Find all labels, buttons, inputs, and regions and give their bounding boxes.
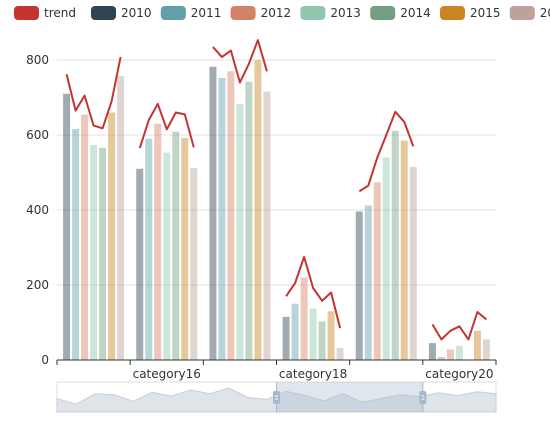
legend-swatch xyxy=(14,6,39,20)
y-tick-label: 200 xyxy=(26,278,49,292)
legend-swatch xyxy=(91,6,116,20)
bar[interactable] xyxy=(291,303,299,360)
bar[interactable] xyxy=(63,93,71,360)
trend-line[interactable] xyxy=(285,255,342,329)
trend-line[interactable] xyxy=(431,311,488,341)
bar[interactable] xyxy=(90,145,98,360)
bar[interactable] xyxy=(364,205,372,361)
x-tick-label: category16 xyxy=(133,367,201,381)
axes: 0 200 400 600 800 category16 category18 categor… xyxy=(26,53,497,381)
legend-item[interactable]: 2015 xyxy=(440,6,501,20)
bar[interactable] xyxy=(154,123,162,360)
grid-lines xyxy=(57,59,496,286)
bar[interactable] xyxy=(99,147,107,360)
trend-line[interactable] xyxy=(358,110,415,193)
bar[interactable] xyxy=(218,78,226,360)
legend-item[interactable]: 2011 xyxy=(160,6,222,20)
y-tick-label: 0 xyxy=(41,353,49,367)
legend: trend 2010 2011 2012 2013 2014 2015 2016 xyxy=(14,6,550,20)
bar[interactable] xyxy=(245,81,253,360)
bar[interactable] xyxy=(117,76,125,360)
bar[interactable] xyxy=(391,130,399,360)
trend-line[interactable] xyxy=(65,56,122,130)
bar[interactable] xyxy=(318,321,326,360)
bar[interactable] xyxy=(172,131,180,360)
bar[interactable] xyxy=(446,349,454,361)
bar[interactable] xyxy=(108,112,116,361)
legend-item[interactable]: 2012 xyxy=(230,6,292,20)
legend-item[interactable]: 2014 xyxy=(370,6,431,20)
bar[interactable] xyxy=(236,103,244,360)
legend-swatch xyxy=(509,6,535,20)
zoom-handle-grip[interactable] xyxy=(273,391,280,404)
legend-label: 2011 xyxy=(191,6,222,20)
legend-item[interactable]: 2016 xyxy=(509,6,550,20)
bar[interactable] xyxy=(437,357,445,360)
y-tick-label: 600 xyxy=(26,128,49,142)
legend-swatch xyxy=(230,6,256,20)
legend-item[interactable]: 2013 xyxy=(300,6,361,20)
bar[interactable] xyxy=(145,138,153,360)
bar[interactable] xyxy=(400,140,408,360)
legend-label: 2016 xyxy=(540,6,550,20)
legend-label: 2012 xyxy=(261,6,292,20)
legend-label: trend xyxy=(44,6,76,20)
bar[interactable] xyxy=(300,277,308,361)
bar[interactable] xyxy=(327,311,335,360)
legend-swatch xyxy=(300,6,326,20)
bar[interactable] xyxy=(355,211,363,361)
legend-swatch xyxy=(160,6,186,20)
bar[interactable] xyxy=(282,316,290,360)
zoom-handle[interactable] xyxy=(273,382,280,412)
legend-label: 2010 xyxy=(121,6,152,20)
y-tick-label: 800 xyxy=(26,53,49,67)
bar[interactable] xyxy=(473,330,481,360)
bars xyxy=(63,60,490,360)
x-tick-label: category18 xyxy=(279,367,347,381)
legend-label: 2014 xyxy=(400,6,431,20)
bar[interactable] xyxy=(181,138,189,360)
y-tick-label: 400 xyxy=(26,203,49,217)
bar[interactable] xyxy=(263,91,271,361)
bar[interactable] xyxy=(482,339,490,360)
bar[interactable] xyxy=(209,66,217,360)
legend-item[interactable]: 2010 xyxy=(91,6,152,20)
zoom-handle[interactable] xyxy=(419,382,427,412)
bar[interactable] xyxy=(163,152,171,360)
bar[interactable] xyxy=(373,182,381,360)
bar[interactable] xyxy=(190,168,198,360)
legend-swatch xyxy=(440,6,465,20)
legend-label: 2015 xyxy=(470,6,501,20)
trend-line[interactable] xyxy=(212,39,268,84)
bar[interactable] xyxy=(227,71,235,360)
legend-swatch xyxy=(370,6,396,20)
zoom-window[interactable] xyxy=(276,382,423,412)
trend-line[interactable] xyxy=(138,102,195,149)
legend-label: 2013 xyxy=(330,6,361,20)
bar[interactable] xyxy=(72,129,80,360)
bar[interactable] xyxy=(309,308,317,360)
x-tick-label: category20 xyxy=(425,367,493,381)
bar[interactable] xyxy=(409,166,417,360)
data-zoom-slider[interactable] xyxy=(56,381,497,413)
bar[interactable] xyxy=(254,60,262,360)
bar[interactable] xyxy=(428,343,436,360)
bar[interactable] xyxy=(81,114,89,360)
bar[interactable] xyxy=(136,168,144,360)
bar[interactable] xyxy=(455,345,463,360)
trend-lines xyxy=(65,39,488,341)
zoom-handle-grip[interactable] xyxy=(419,391,427,404)
bar[interactable] xyxy=(382,157,390,361)
bar[interactable] xyxy=(336,348,344,360)
legend-item[interactable]: trend xyxy=(14,6,76,20)
